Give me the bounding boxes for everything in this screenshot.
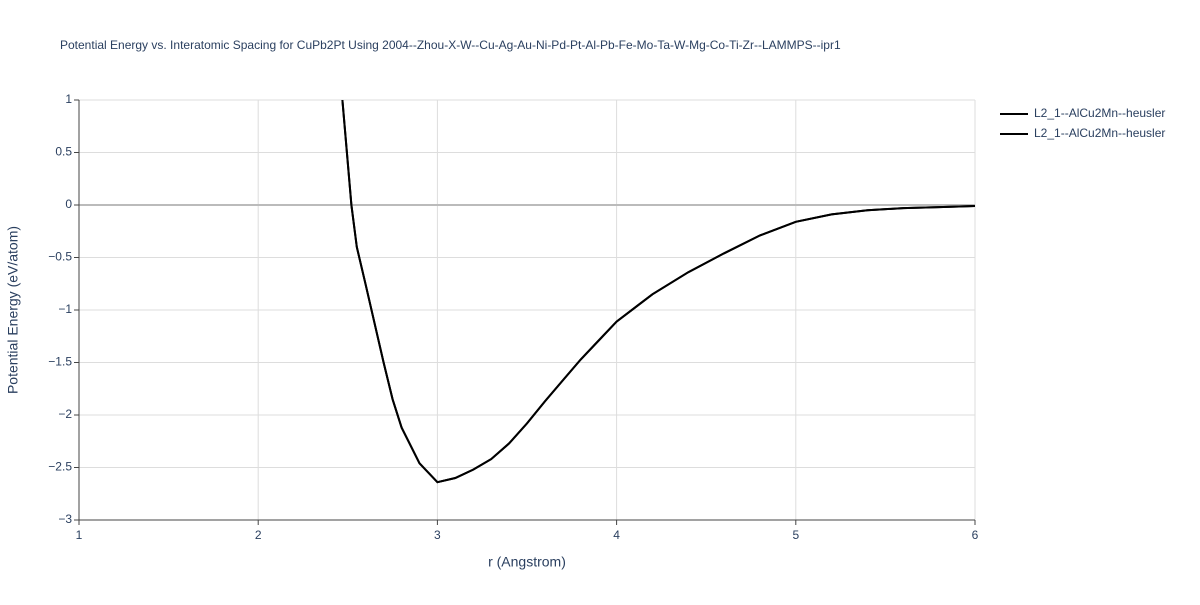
x-tick-label: 2 <box>255 528 262 542</box>
x-axis-label: r (Angstrom) <box>488 554 566 570</box>
y-tick-label: −2.5 <box>48 460 72 474</box>
x-tick-label: 5 <box>792 528 799 542</box>
y-tick-label: −2 <box>58 407 72 421</box>
y-tick-label: 1 <box>65 92 72 106</box>
legend-label: L2_1--AlCu2Mn--heusler <box>1034 106 1165 120</box>
y-tick-label: −1.5 <box>48 355 72 369</box>
y-tick-label: −0.5 <box>48 250 72 264</box>
series-line <box>341 100 975 484</box>
y-tick-label: −3 <box>58 512 72 526</box>
y-tick-label: −1 <box>58 302 72 316</box>
y-axis-label: Potential Energy (eV/atom) <box>5 226 21 394</box>
x-tick-label: 3 <box>434 528 441 542</box>
y-tick-label: 0 <box>65 197 72 211</box>
x-tick-label: 4 <box>613 528 620 542</box>
legend-label: L2_1--AlCu2Mn--heusler <box>1034 126 1165 140</box>
y-tick-label: 0.5 <box>55 145 72 159</box>
x-tick-label: 1 <box>76 528 83 542</box>
x-tick-label: 6 <box>972 528 979 542</box>
chart-title: Potential Energy vs. Interatomic Spacing… <box>60 38 841 52</box>
